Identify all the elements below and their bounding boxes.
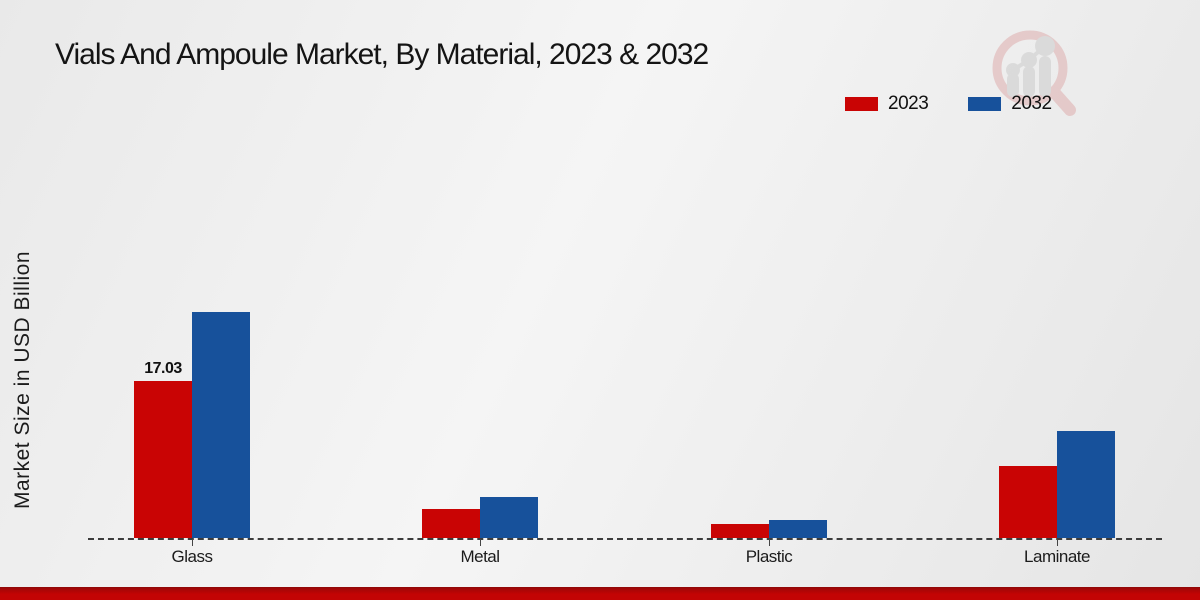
legend-label-2032: 2032 xyxy=(1011,93,1052,114)
x-axis-tick-glass xyxy=(192,539,193,546)
category-label-plastic: Plastic xyxy=(745,547,793,566)
category-label-laminate: Laminate xyxy=(1024,547,1090,566)
category-label-glass: Glass xyxy=(171,547,213,566)
legend-swatch-2032 xyxy=(968,97,1002,111)
bar-plastic-2023 xyxy=(711,524,769,538)
chart-title: Vials And Ampoule Market, By Material, 2… xyxy=(55,38,709,71)
legend-label-2023: 2023 xyxy=(888,93,929,114)
x-axis-tick-plastic xyxy=(769,539,770,546)
bar-metal-2032 xyxy=(480,497,538,538)
bar-glass-2023 xyxy=(134,381,192,538)
footer-accent-bar xyxy=(0,587,1200,600)
legend: 2023 2032 xyxy=(845,93,1052,115)
x-axis-tick-metal xyxy=(480,539,481,546)
bar-metal-2023 xyxy=(422,509,480,538)
legend-item-2023: 2023 xyxy=(845,93,929,115)
bar-laminate-2023 xyxy=(999,466,1057,538)
bar-glass-2032 xyxy=(192,312,250,538)
category-label-metal: Metal xyxy=(460,547,500,566)
value-label-glass-2023: 17.03 xyxy=(144,360,182,377)
bar-laminate-2032 xyxy=(1057,431,1115,538)
bar-plastic-2032 xyxy=(769,520,827,538)
x-axis-tick-laminate xyxy=(1057,539,1058,546)
legend-swatch-2023 xyxy=(845,97,878,111)
magnifier-bar-chart-logo-icon xyxy=(988,26,1080,129)
x-axis-baseline xyxy=(88,538,1162,540)
legend-item-2032: 2032 xyxy=(968,93,1052,115)
